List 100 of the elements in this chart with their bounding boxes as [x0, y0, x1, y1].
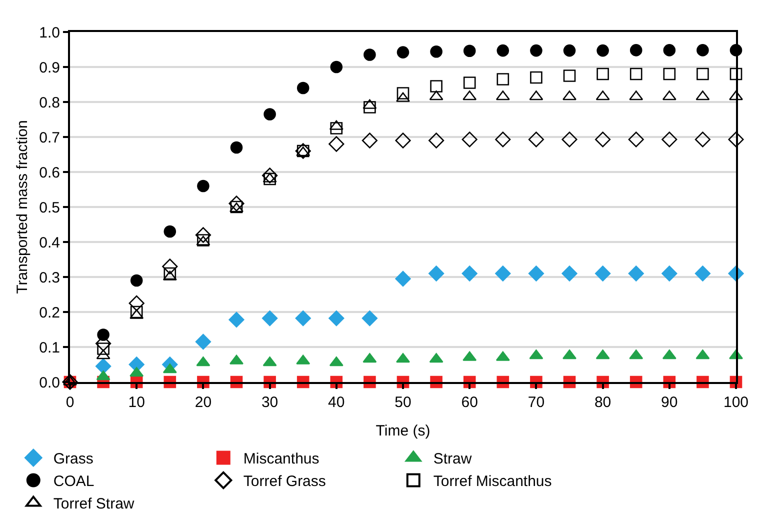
point	[130, 274, 143, 287]
point	[628, 132, 644, 148]
point	[295, 310, 311, 326]
point	[396, 46, 410, 58]
point	[296, 82, 310, 94]
point	[728, 132, 744, 148]
point	[362, 310, 378, 326]
point	[595, 132, 611, 148]
point	[596, 68, 609, 80]
point	[430, 45, 442, 58]
point	[197, 180, 210, 192]
point	[128, 295, 144, 312]
y-tick-label: 1.0	[39, 24, 60, 42]
point	[662, 266, 678, 282]
point	[430, 80, 442, 92]
point	[164, 267, 176, 280]
point	[462, 132, 478, 148]
point	[463, 76, 476, 89]
point	[694, 266, 710, 282]
point	[729, 90, 743, 100]
point	[696, 44, 709, 56]
point	[596, 44, 609, 57]
point	[396, 87, 410, 100]
point	[496, 73, 510, 86]
y-tick-label: 0.8	[39, 94, 60, 112]
point	[694, 132, 710, 148]
point	[228, 312, 244, 328]
point	[328, 136, 344, 152]
x-tick-label: 50	[394, 394, 412, 411]
point	[96, 358, 112, 374]
point	[428, 266, 444, 282]
x-axis-title: Time (s)	[376, 422, 430, 440]
point	[228, 196, 244, 212]
point	[530, 44, 542, 57]
y-tick-label: 0.3	[39, 269, 60, 286]
point	[162, 258, 178, 274]
point	[364, 48, 376, 61]
point	[364, 101, 376, 114]
point	[330, 60, 343, 74]
y-tick-label: 0.9	[39, 59, 60, 76]
point	[663, 44, 676, 56]
point	[396, 92, 410, 102]
legend-label: Torref Grass	[243, 473, 326, 490]
y-axis-title: Transported mass fraction	[14, 120, 31, 294]
point	[562, 350, 576, 360]
x-tick-label: 20	[194, 394, 212, 411]
y-tick-label: 0.2	[39, 304, 60, 322]
x-tick-label: 30	[261, 394, 278, 411]
x-tick-label: 10	[128, 394, 145, 411]
legend-label: Straw	[433, 450, 472, 468]
point	[395, 132, 411, 148]
point	[595, 266, 611, 282]
x-tick-label: 90	[661, 394, 678, 411]
point	[528, 266, 544, 282]
point	[463, 44, 476, 58]
point	[496, 44, 510, 57]
legend-label: Grass	[53, 450, 94, 468]
point	[328, 310, 344, 326]
legend-label: Miscanthus	[243, 450, 320, 468]
point	[396, 353, 410, 363]
y-tick-label: 0.4	[39, 234, 60, 252]
x-tick-label: 0	[66, 394, 74, 411]
point	[362, 132, 378, 148]
y-tick-label: 0.5	[39, 199, 60, 216]
point	[528, 132, 544, 148]
point	[230, 141, 243, 154]
point	[630, 44, 642, 56]
point	[662, 132, 678, 148]
point	[330, 122, 343, 134]
x-tick-label: 60	[461, 394, 478, 411]
x-tick-label: 100	[723, 394, 749, 411]
point	[262, 310, 278, 326]
point	[730, 68, 742, 80]
point	[262, 168, 278, 184]
point	[630, 68, 642, 80]
point	[264, 108, 276, 120]
y-tick-label: 0.1	[39, 339, 60, 356]
y-tick-label: 0.6	[39, 164, 60, 182]
point	[428, 132, 444, 148]
point	[663, 68, 676, 80]
x-tick-label: 40	[328, 394, 345, 411]
point	[495, 266, 511, 282]
x-tick-label: 70	[528, 394, 545, 411]
point	[530, 71, 542, 84]
point	[395, 270, 411, 287]
legend-label: Torref Miscanthus	[433, 473, 552, 490]
point	[130, 306, 143, 318]
point	[462, 266, 478, 282]
legend-label: COAL	[53, 473, 94, 490]
point	[696, 68, 709, 80]
point	[628, 266, 644, 282]
point	[195, 334, 211, 350]
point	[563, 44, 576, 57]
point	[164, 225, 176, 238]
point	[495, 132, 511, 148]
point	[562, 90, 576, 100]
x-tick-label: 80	[594, 394, 612, 411]
y-tick-label: 0.0	[39, 374, 60, 392]
point	[195, 227, 211, 243]
legend-label: Torref Straw	[53, 496, 134, 513]
